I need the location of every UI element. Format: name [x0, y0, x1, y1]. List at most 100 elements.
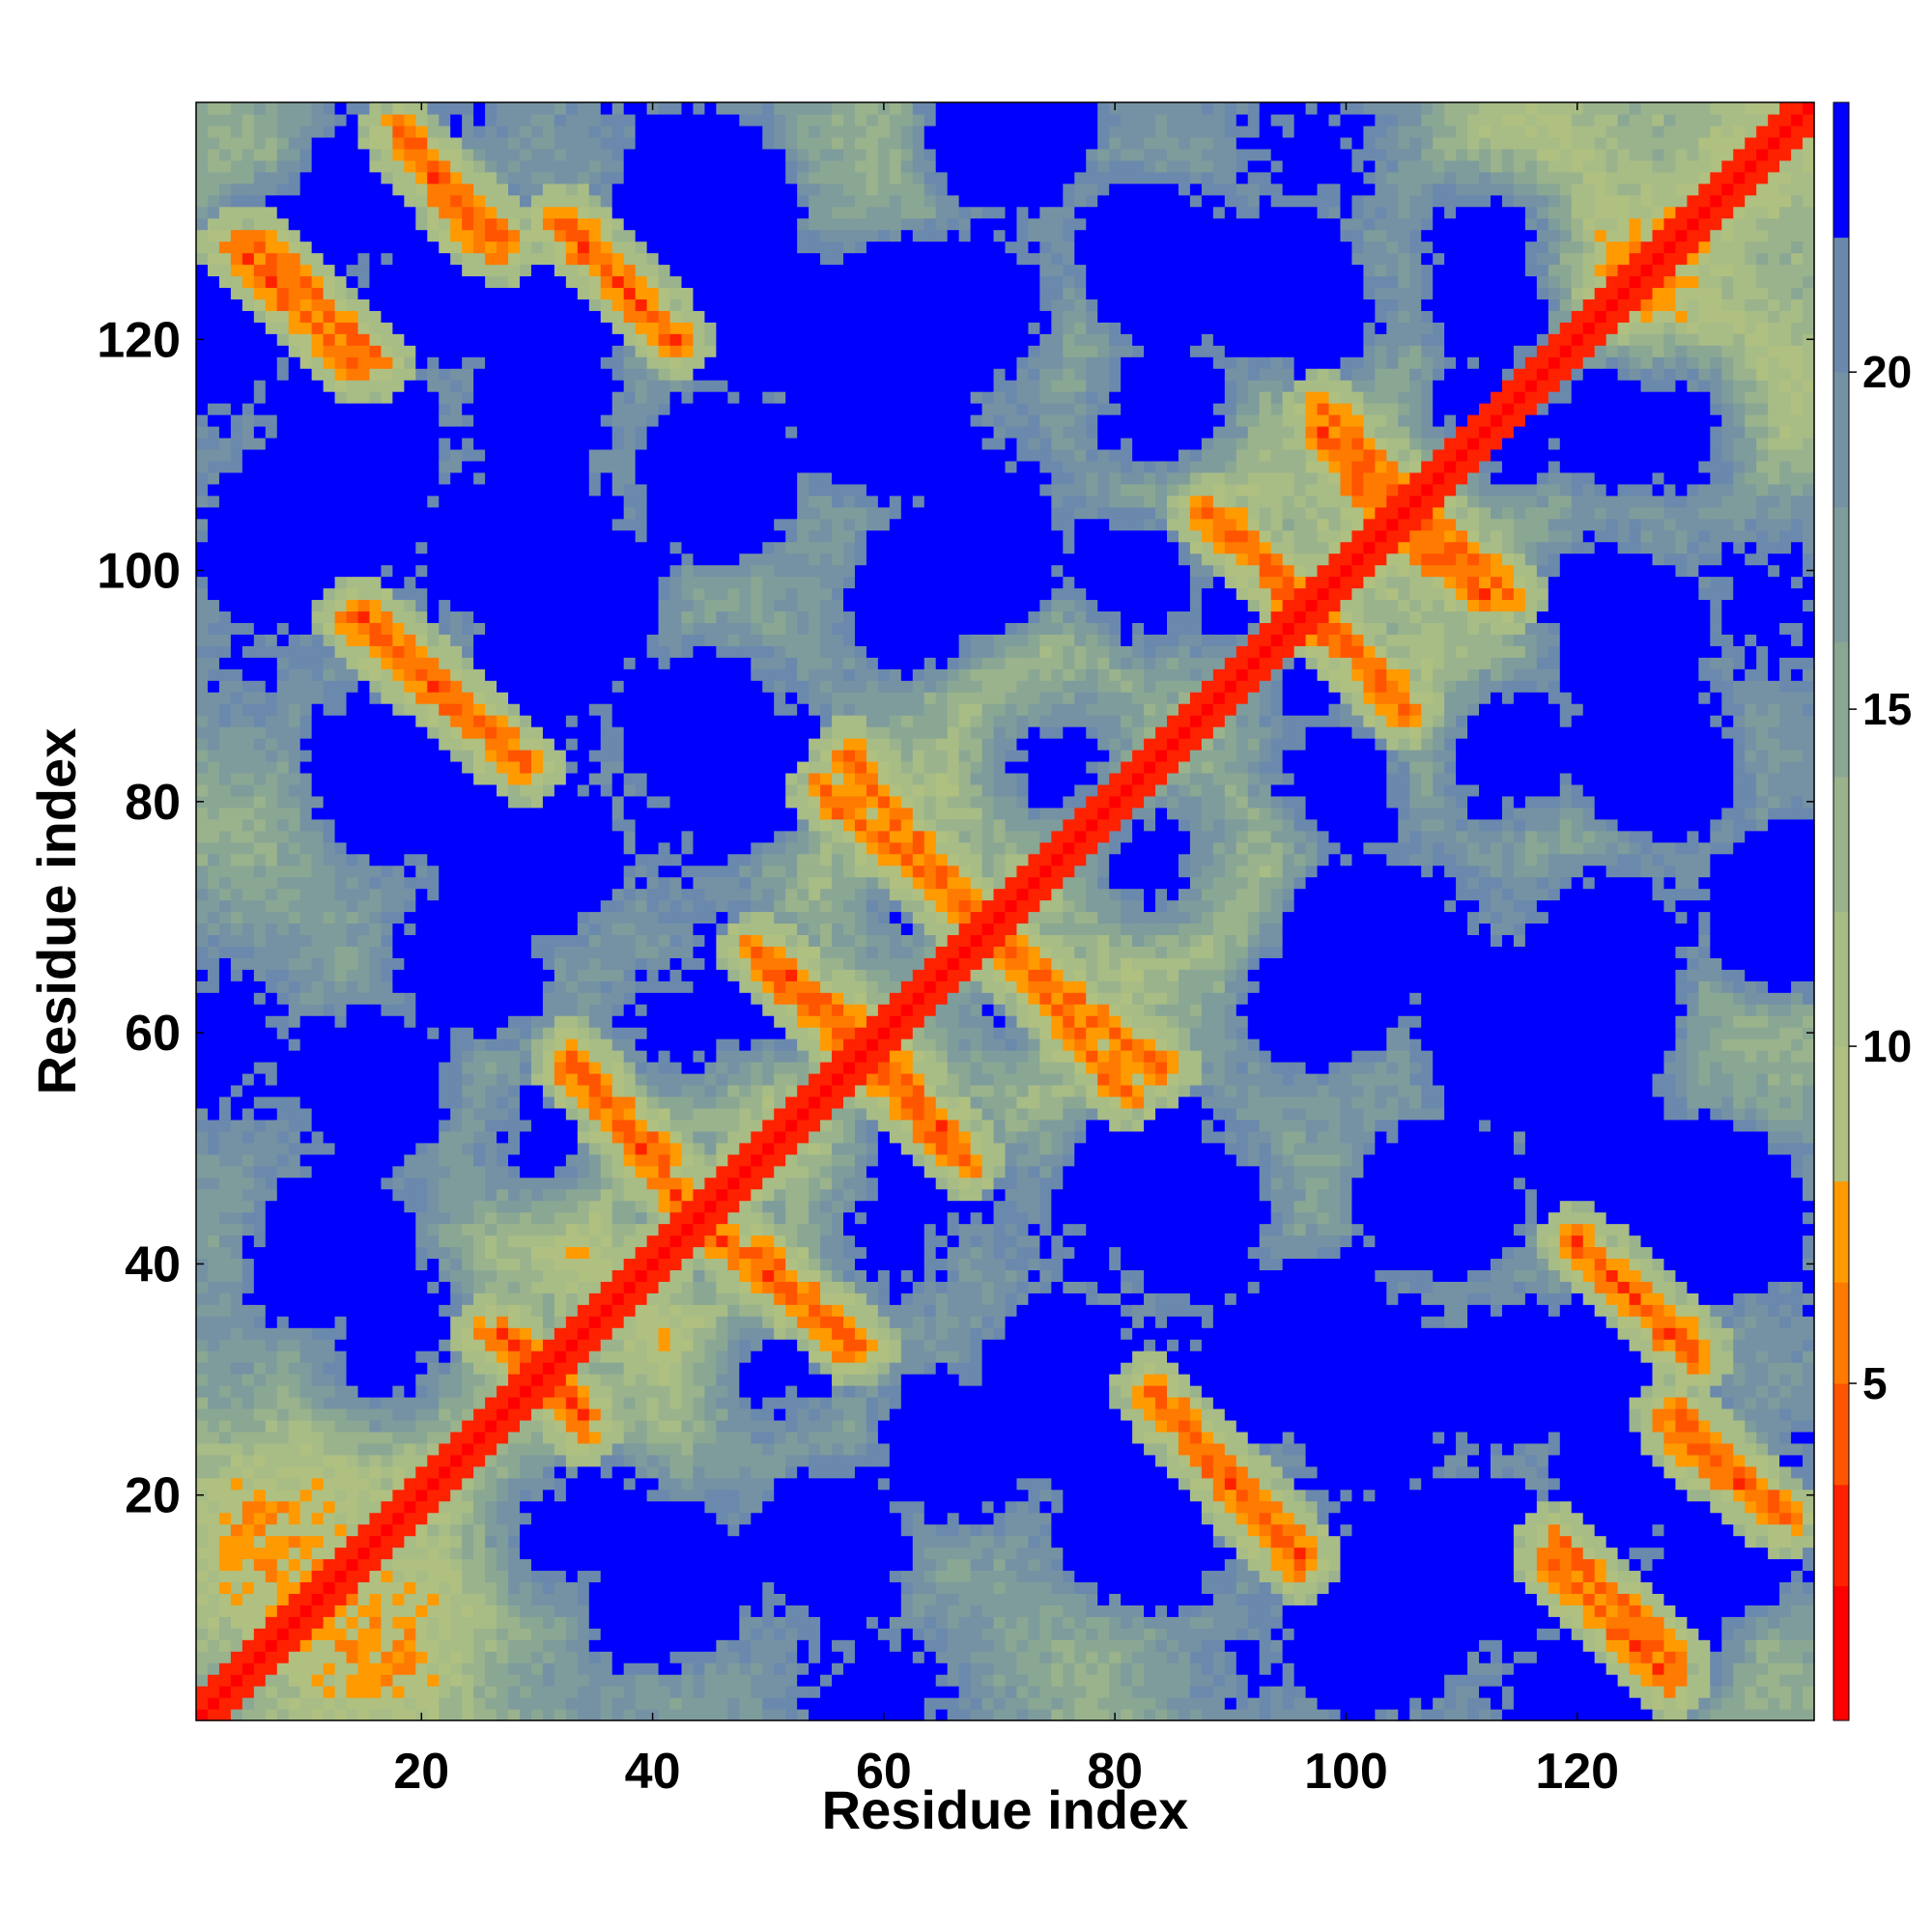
- heatmap-cell: [230, 1200, 243, 1213]
- heatmap-cell: [542, 298, 555, 311]
- heatmap-cell: [439, 264, 451, 277]
- heatmap-cell: [253, 1697, 267, 1710]
- heatmap-cell: [600, 1119, 613, 1132]
- heatmap-cell: [276, 437, 290, 450]
- heatmap-cell: [473, 252, 486, 266]
- heatmap-cell: [542, 1073, 555, 1086]
- heatmap-cell: [253, 333, 267, 346]
- heatmap-cell: [253, 403, 267, 415]
- heatmap-cell: [542, 310, 555, 323]
- heatmap-cell: [565, 194, 579, 208]
- heatmap-cell: [369, 252, 383, 266]
- heatmap-cell: [588, 1269, 602, 1282]
- heatmap-cell: [288, 645, 301, 658]
- heatmap-cell: [323, 1662, 336, 1675]
- heatmap-cell: [265, 760, 278, 774]
- heatmap-cell: [392, 1500, 405, 1514]
- heatmap-cell: [588, 934, 602, 947]
- heatmap-cell: [565, 148, 579, 161]
- heatmap-cell: [450, 1107, 463, 1121]
- heatmap-cell: [265, 1339, 278, 1351]
- heatmap-cell: [497, 1235, 509, 1248]
- heatmap-cell: [530, 760, 544, 774]
- heatmap-cell: [473, 1442, 486, 1456]
- heatmap-cell: [196, 865, 209, 878]
- heatmap-cell: [196, 1639, 209, 1652]
- heatmap-cell: [218, 541, 232, 554]
- heatmap-cell: [242, 460, 255, 473]
- heatmap-cell: [542, 217, 555, 231]
- heatmap-cell: [462, 923, 474, 936]
- heatmap-cell: [565, 403, 579, 415]
- heatmap-cell: [427, 1188, 440, 1202]
- heatmap-cell: [369, 899, 383, 913]
- heatmap-cell: [497, 380, 509, 392]
- heatmap-cell: [439, 587, 451, 601]
- heatmap-cell: [415, 1304, 428, 1317]
- heatmap-cell: [218, 1142, 232, 1155]
- heatmap-cell: [497, 980, 509, 993]
- heatmap-cell: [530, 460, 544, 473]
- heatmap-cell: [485, 957, 497, 970]
- heatmap-cell: [253, 264, 267, 277]
- heatmap-cell: [207, 946, 220, 958]
- heatmap-cell: [577, 391, 590, 404]
- heatmap-cell: [299, 599, 313, 612]
- heatmap-cell: [346, 1130, 359, 1144]
- heatmap-cell: [497, 1107, 509, 1121]
- heatmap-cell: [218, 657, 232, 669]
- heatmap-cell: [288, 818, 301, 832]
- heatmap-cell: [415, 634, 428, 646]
- heatmap-cell: [299, 1362, 313, 1375]
- heatmap-cell: [404, 1246, 416, 1260]
- heatmap-cell: [542, 241, 555, 254]
- heatmap-cell: [542, 264, 555, 277]
- heatmap-cell: [577, 738, 590, 751]
- heatmap-cell: [508, 911, 521, 924]
- heatmap-cell: [450, 1489, 463, 1502]
- heatmap-cell: [485, 1477, 497, 1491]
- heatmap-cell: [542, 599, 555, 612]
- heatmap-cell: [242, 980, 255, 993]
- heatmap-cell: [485, 1454, 497, 1467]
- heatmap-cell: [508, 553, 521, 566]
- heatmap-cell: [346, 1500, 359, 1514]
- heatmap-cell: [196, 1605, 209, 1617]
- heatmap-cell: [600, 1177, 613, 1190]
- heatmap-cell: [276, 1304, 290, 1317]
- heatmap-cell: [404, 368, 416, 381]
- heatmap-cell: [542, 1407, 555, 1421]
- heatmap-cell: [323, 1686, 336, 1698]
- heatmap-cell: [369, 853, 383, 867]
- heatmap-cell: [381, 1142, 393, 1155]
- heatmap-cell: [473, 888, 486, 901]
- heatmap-cell: [450, 368, 463, 381]
- heatmap-cell: [462, 1084, 474, 1097]
- heatmap-cell: [381, 1512, 393, 1525]
- heatmap-cell: [230, 657, 243, 669]
- heatmap-cell: [357, 923, 371, 936]
- heatmap-cell: [497, 1339, 509, 1351]
- heatmap-cell: [404, 1362, 416, 1375]
- heatmap-cell: [497, 414, 509, 427]
- heatmap-cell: [357, 772, 371, 785]
- heatmap-cell: [299, 1535, 313, 1548]
- heatmap-cell: [334, 1581, 348, 1594]
- heatmap-cell: [288, 1651, 301, 1663]
- heatmap-cell: [520, 333, 532, 346]
- heatmap-cell: [369, 275, 383, 289]
- heatmap-cell: [542, 1339, 555, 1351]
- heatmap-cell: [253, 1500, 267, 1514]
- heatmap-cell: [427, 1662, 440, 1675]
- heatmap-cell: [253, 437, 267, 450]
- heatmap-cell: [276, 1662, 290, 1675]
- heatmap-cell: [530, 171, 544, 185]
- heatmap-cell: [253, 1489, 267, 1502]
- heatmap-cell: [415, 471, 428, 485]
- heatmap-cell: [334, 1512, 348, 1525]
- heatmap-cell: [288, 1050, 301, 1063]
- heatmap-cell: [381, 1258, 393, 1270]
- heatmap-cell: [311, 946, 325, 958]
- heatmap-cell: [230, 206, 243, 219]
- heatmap-cell: [207, 1397, 220, 1409]
